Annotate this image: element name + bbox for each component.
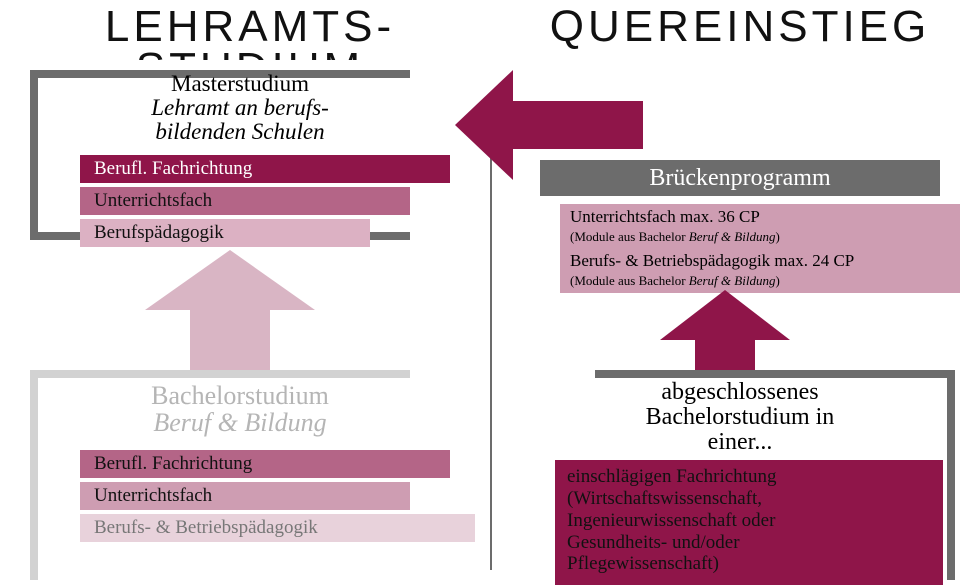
bridge-bar-betriebspaedagogik: Berufs- & Betriebspädagogik max. 24 CP (… (560, 248, 960, 293)
bridge-bar1-main: Unterrichtsfach max. 36 CP (570, 207, 760, 226)
master-bar-unterrichtsfach: Unterrichtsfach (80, 187, 410, 215)
arrow-up-left (130, 250, 330, 380)
bachelor-title-2: Beruf & Bildung (153, 408, 326, 437)
master-bar-fachrichtung: Berufl. Fachrichtung (80, 155, 450, 183)
bridge-bar2-main: Berufs- & Betriebspädagogik max. 24 CP (570, 251, 854, 270)
abg-title-1: abgeschlossenes (661, 379, 818, 405)
abgeschlossenes-bar: einschlägigen Fachrichtung (Wirtschaftsw… (555, 460, 943, 585)
abg-bar-2: (Wirtschaftswissenschaft, (567, 488, 762, 509)
master-title: Masterstudium Lehramt an berufs- bildend… (70, 72, 410, 144)
bachelor-bar-fachrichtung: Berufl. Fachrichtung (80, 450, 450, 478)
abg-bar-1: einschlägigen Fachrichtung (567, 466, 776, 487)
abgeschlossenes-title: abgeschlossenes Bachelorstudium in einer… (575, 380, 905, 456)
bachelor-bar-betriebspaedagogik: Berufs- & Betriebspädagogik (80, 514, 475, 542)
abg-title-2: Bachelorstudium in (646, 404, 835, 430)
bridge-bar1-sub: (Module aus Bachelor Beruf & Bildung) (570, 229, 780, 244)
heading-right-text: Quereinstieg (550, 2, 931, 51)
arrow-left-head (455, 70, 513, 180)
bridge-bar2-sub: (Module aus Bachelor Beruf & Bildung) (570, 273, 780, 288)
bridge-title: Brückenprogramm (540, 160, 940, 196)
master-title-2: Lehramt an berufs- (151, 95, 329, 120)
arrow-up-left-head (145, 250, 315, 310)
arrow-left-shaft (513, 101, 643, 149)
bridge-bar-unterrichtsfach: Unterrichtsfach max. 36 CP (Module aus B… (560, 204, 960, 249)
bachelor-title: Bachelorstudium Beruf & Bildung (70, 382, 410, 437)
divider (490, 140, 492, 570)
abg-title-3: einer... (708, 429, 773, 455)
master-title-3: bildenden Schulen (155, 119, 324, 144)
arrow-up-right-head (660, 290, 790, 340)
abg-bar-5: Pflegewissenschaft) (567, 553, 719, 574)
master-bar-berufspaedagogik: Berufspädagogik (80, 219, 370, 247)
heading-right: Quereinstieg (520, 6, 960, 48)
abg-bar-4: Gesundheits- und/oder (567, 532, 740, 553)
bachelor-bar-unterrichtsfach: Unterrichtsfach (80, 482, 410, 510)
master-box: Masterstudium Lehramt an berufs- bildend… (30, 60, 450, 245)
master-title-1: Masterstudium (171, 71, 309, 96)
abg-bar-3: Ingenieurwissenschaft oder (567, 510, 775, 531)
bachelor-title-1: Bachelorstudium (151, 381, 329, 410)
